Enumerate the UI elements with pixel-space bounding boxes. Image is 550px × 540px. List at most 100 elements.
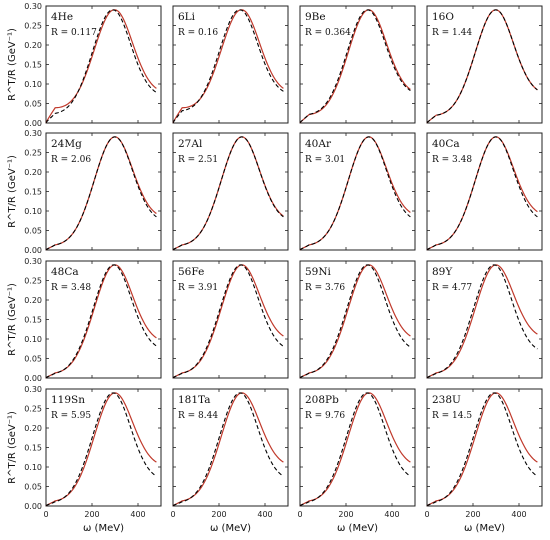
dashed-curve-4He — [45, 9, 157, 124]
x-tick-label: 400 — [511, 510, 526, 519]
dashed-curve-40Ar — [299, 136, 411, 251]
panel-frame — [426, 132, 543, 251]
r-value-label: R = 2.06 — [51, 155, 91, 165]
solid-curve-24Mg — [45, 136, 157, 251]
r-value-label: R = 3.91 — [178, 283, 218, 293]
y-tick-label: 0.05 — [24, 227, 42, 236]
y-tick-label: 0.20 — [24, 168, 42, 177]
y-tick-label: 0.25 — [24, 405, 42, 414]
y-tick-label: 0.05 — [24, 483, 42, 492]
y-tick-label: 0.30 — [24, 2, 42, 11]
panel-27Al: 27Al R = 2.51 — [172, 132, 289, 251]
solid-curve-40Ar — [299, 136, 411, 251]
x-tick-label: 200 — [465, 510, 480, 519]
x-axis-label: ω (MeV) — [337, 523, 378, 534]
x-tick-label: 400 — [384, 510, 399, 519]
y-tick-label: 0.00 — [24, 502, 42, 511]
dashed-curve-208Pb — [299, 392, 411, 507]
x-axis-label: ω (MeV) — [210, 523, 251, 534]
nucleus-label: 48Ca — [51, 266, 79, 278]
nucleus-label: 181Ta — [178, 394, 211, 406]
panel-238U: 0 200 400 238U R = 14.5 — [424, 388, 543, 519]
dashed-curve-9Be — [299, 9, 411, 124]
x-tick-label: 0 — [43, 510, 48, 519]
nucleus-label: 27Al — [178, 138, 203, 150]
r-value-label: R = 8.44 — [178, 411, 218, 421]
panel-59Ni: 59Ni R = 3.76 — [299, 260, 416, 379]
nucleus-label: 56Fe — [178, 266, 204, 278]
panel-frame — [299, 132, 416, 251]
dashed-curve-27Al — [172, 136, 284, 251]
solid-curve-238U — [426, 392, 538, 507]
solid-curve-40Ca — [426, 136, 538, 251]
r-value-label: R = 3.48 — [51, 283, 91, 293]
r-value-label: R = 0.117 — [51, 28, 97, 38]
solid-curve-16O — [426, 9, 538, 124]
nucleus-label: 208Pb — [305, 394, 339, 406]
solid-curve-181Ta — [172, 392, 284, 507]
y-tick-label: 0.05 — [24, 100, 42, 109]
r-value-label: R = 3.76 — [305, 283, 345, 293]
solid-curve-9Be — [299, 9, 411, 124]
x-tick-label: 200 — [84, 510, 99, 519]
y-tick-label: 0.00 — [24, 246, 42, 255]
nucleus-label: 119Sn — [51, 394, 85, 406]
r-value-label: R = 9.76 — [305, 411, 345, 421]
x-tick-label: 0 — [170, 510, 175, 519]
x-tick-label: 0 — [297, 510, 302, 519]
y-axis-label: R^T/R (GeV⁻¹) — [7, 411, 18, 484]
panel-119Sn: 0.00 0.05 0.10 0.15 0.20 0.25 0.30 0 200 400 119Sn… — [24, 385, 162, 519]
nucleus-label: 40Ca — [432, 138, 460, 150]
y-tick-label: 0.10 — [24, 335, 42, 344]
y-tick-label: 0.00 — [24, 119, 42, 128]
y-tick-label: 0.20 — [24, 41, 42, 50]
r-value-label: R = 14.5 — [432, 411, 472, 421]
y-axis-label: R^T/R (GeV⁻¹) — [7, 283, 18, 356]
y-tick-label: 0.15 — [24, 444, 42, 453]
panel-frame — [45, 132, 162, 251]
panel-56Fe: 56Fe R = 3.91 — [172, 260, 289, 379]
panel-208Pb: 0 200 400 208Pb R = 9.76 — [297, 388, 416, 519]
y-tick-label: 0.20 — [24, 296, 42, 305]
y-tick-label: 0.25 — [24, 22, 42, 31]
nucleus-label: 89Y — [432, 266, 453, 278]
nucleus-label: 24Mg — [51, 138, 82, 150]
panel-frame — [172, 132, 289, 251]
dashed-curve-238U — [426, 392, 538, 507]
nucleus-label: 4He — [51, 11, 73, 23]
y-tick-label: 0.25 — [24, 277, 42, 286]
dashed-curve-119Sn — [45, 392, 157, 507]
dashed-curve-59Ni — [299, 264, 411, 379]
panel-181Ta: 0 200 400 181Ta R = 8.44 — [170, 388, 289, 519]
x-tick-label: 400 — [257, 510, 272, 519]
r-value-label: R = 4.77 — [432, 283, 472, 293]
r-value-label: R = 0.16 — [178, 28, 218, 38]
solid-curve-208Pb — [299, 392, 411, 507]
y-tick-label: 0.25 — [24, 149, 42, 158]
y-tick-label: 0.10 — [24, 80, 42, 89]
y-tick-label: 0.20 — [24, 424, 42, 433]
dashed-curve-24Mg — [45, 136, 157, 251]
x-axis-label: ω (MeV) — [83, 523, 124, 534]
solid-curve-59Ni — [299, 264, 411, 379]
panel-24Mg: 0.00 0.05 0.10 0.15 0.20 0.25 0.30 24Mg R = 2.06 — [24, 129, 162, 255]
panel-48Ca: 0.00 0.05 0.10 0.15 0.20 0.25 0.30 48Ca R = 3.48 — [24, 257, 162, 383]
dashed-curve-16O — [426, 9, 538, 124]
x-tick-label: 200 — [338, 510, 353, 519]
dashed-curve-181Ta — [172, 392, 284, 507]
nucleus-label: 9Be — [305, 11, 326, 23]
y-tick-label: 0.30 — [24, 129, 42, 138]
y-tick-label: 0.30 — [24, 385, 42, 394]
nucleus-label: 40Ar — [305, 138, 332, 150]
x-tick-label: 200 — [211, 510, 226, 519]
r-value-label: R = 0.364 — [305, 28, 351, 38]
y-tick-label: 0.05 — [24, 355, 42, 364]
solid-curve-89Y — [426, 264, 538, 379]
panel-9Be: 9Be R = 0.364 — [299, 5, 416, 124]
solid-curve-6Li — [172, 9, 284, 124]
dashed-curve-6Li — [172, 9, 284, 124]
panel-40Ca: 40Ca R = 3.48 — [426, 132, 543, 251]
nucleus-label: 6Li — [178, 11, 196, 23]
dashed-curve-40Ca — [426, 136, 538, 251]
